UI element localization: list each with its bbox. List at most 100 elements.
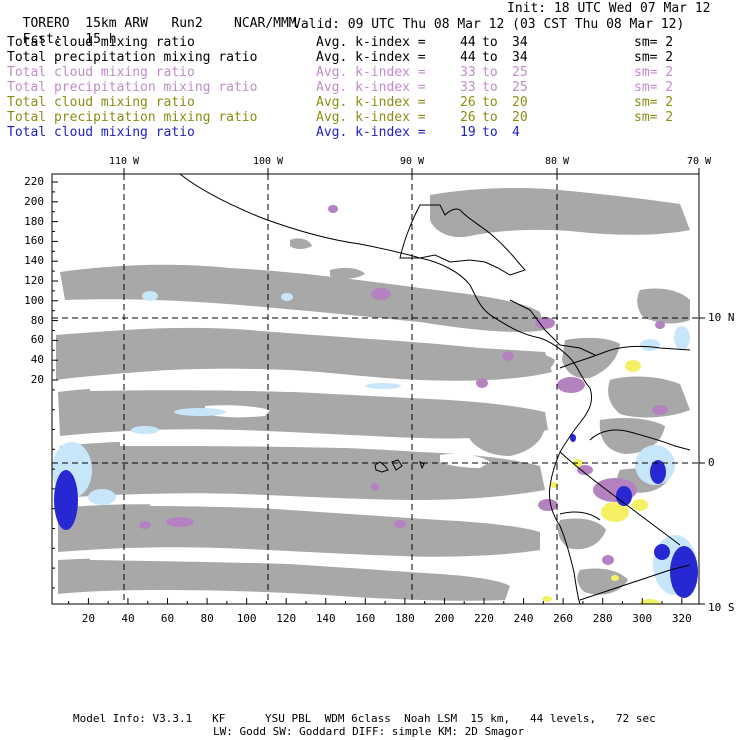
top-ticks bbox=[123, 168, 700, 174]
legend-k-max: 34 bbox=[512, 35, 528, 50]
legend-k-min: 44 bbox=[460, 35, 476, 50]
legend-k-min: 19 bbox=[460, 125, 476, 140]
legend-k-min: 33 bbox=[460, 80, 476, 95]
legend-to: to bbox=[482, 95, 498, 110]
legend-avg-label: Avg. k-index = bbox=[316, 50, 426, 65]
x-tick-label: 100 bbox=[236, 612, 257, 625]
x-tick-label: 300 bbox=[632, 612, 653, 625]
legend-avg-label: Avg. k-index = bbox=[316, 95, 426, 110]
legend-to: to bbox=[482, 35, 498, 50]
legend-smoothing: sm= 2 bbox=[634, 110, 674, 125]
lat-label-0: 0 bbox=[708, 456, 715, 469]
y-tick-label: 160 bbox=[24, 234, 44, 248]
legend-k-max: 25 bbox=[512, 65, 528, 80]
x-tick-label: 280 bbox=[592, 612, 613, 625]
y-tick-label: 60 bbox=[30, 333, 44, 347]
legend-smoothing: sm= 2 bbox=[634, 50, 674, 65]
legend-row: Total cloud mixing ratio Avg. k-index = 44… bbox=[7, 35, 707, 50]
lat-label-10n: 10 N bbox=[708, 311, 735, 324]
header-line-1: TORERO 15km ARW Run2 NCAR/MMM bbox=[7, 1, 297, 31]
x-tick-label: 240 bbox=[513, 612, 534, 625]
purple-k-index-areas bbox=[139, 205, 668, 565]
y-tick-label: 220 bbox=[24, 175, 44, 188]
clear-sky-gaps bbox=[90, 315, 490, 569]
legend-avg-label: Avg. k-index = bbox=[316, 65, 426, 80]
lon-label-70w: 70 W bbox=[686, 156, 712, 167]
legend-k-max: 20 bbox=[512, 95, 528, 110]
y-tick-label: 180 bbox=[24, 214, 44, 228]
lat-lon-grid bbox=[52, 174, 699, 604]
x-tick-label: 220 bbox=[474, 612, 494, 625]
bottom-ticks bbox=[68, 598, 683, 604]
valid-time: Valid: 09 UTC Thu 08 Mar 12 (03 CST Thu … bbox=[293, 17, 685, 32]
legend-name: Total precipitation mixing ratio bbox=[7, 50, 258, 65]
legend-row: Total cloud mixing ratio Avg. k-index = 26… bbox=[7, 95, 707, 110]
lon-label-90w: 90 W bbox=[399, 156, 425, 167]
right-ticks bbox=[699, 317, 705, 605]
y-tick-label: 20 bbox=[30, 373, 44, 386]
legend-to: to bbox=[482, 65, 498, 80]
x-tick-label: 80 bbox=[200, 612, 214, 625]
x-tick-label: 200 bbox=[434, 612, 455, 625]
forecast-label: Fcst: bbox=[22, 32, 62, 47]
legend-name: Total cloud mixing ratio bbox=[7, 95, 195, 110]
legend-smoothing: sm= 2 bbox=[634, 35, 674, 50]
cloud-fields bbox=[52, 174, 699, 604]
legend-avg-label: Avg. k-index = bbox=[316, 80, 426, 95]
lon-label-100w: 100 W bbox=[252, 156, 284, 167]
legend-avg-label: Avg. k-index = bbox=[316, 35, 426, 50]
legend-row: Total precipitation mixing ratio Avg. k-i… bbox=[7, 50, 707, 65]
legend-to: to bbox=[482, 80, 498, 95]
legend-to: to bbox=[482, 50, 498, 65]
legend-k-min: 33 bbox=[460, 65, 476, 80]
gray-cloud-field bbox=[56, 187, 690, 601]
blue-k-index-areas bbox=[54, 434, 698, 598]
legend-row: Total cloud mixing ratio Avg. k-index = 33… bbox=[7, 65, 707, 80]
y-tick-label: 200 bbox=[24, 194, 44, 208]
x-tick-label: 120 bbox=[276, 612, 297, 625]
plot-frame bbox=[51, 173, 700, 605]
legend-k-max: 4 bbox=[512, 125, 520, 140]
legend-smoothing: sm= 2 bbox=[634, 65, 674, 80]
legend-k-min: 26 bbox=[460, 95, 476, 110]
legend-row: Total cloud mixing ratio Avg. k-index = 19… bbox=[7, 125, 707, 140]
model-grid: 15km ARW bbox=[85, 16, 148, 31]
model-name: TORERO bbox=[22, 16, 70, 31]
coastlines bbox=[179, 174, 691, 604]
legend-name: Total cloud mixing ratio bbox=[7, 65, 195, 80]
legend-k-min: 44 bbox=[460, 50, 476, 65]
lat-label-10s: 10 S bbox=[708, 601, 735, 614]
y-tick-label: 80 bbox=[30, 313, 44, 327]
y-tick-label: 120 bbox=[24, 274, 44, 287]
legend-smoothing: sm= 2 bbox=[634, 95, 674, 110]
model-info-line-2: LW: Godd SW: Goddard DIFF: simple KM: 2D… bbox=[213, 725, 525, 738]
y-tick-label: 100 bbox=[24, 293, 44, 307]
legend-avg-label: Avg. k-index = bbox=[316, 110, 426, 125]
lon-label-110w: 110 W bbox=[108, 156, 140, 167]
legend-k-max: 20 bbox=[512, 110, 528, 125]
legend-k-max: 25 bbox=[512, 80, 528, 95]
legend-to: to bbox=[482, 110, 498, 125]
x-tick-label: 40 bbox=[121, 612, 135, 625]
x-tick-label: 160 bbox=[355, 612, 376, 625]
model-run: Run2 bbox=[171, 16, 203, 31]
x-tick-label: 320 bbox=[671, 612, 692, 625]
x-tick-label: 140 bbox=[315, 612, 336, 625]
legend-k-max: 34 bbox=[512, 50, 528, 65]
x-tick-label: 260 bbox=[553, 612, 574, 625]
legend-row: Total precipitation mixing ratio Avg. k-i… bbox=[7, 110, 707, 125]
legend-name: Total precipitation mixing ratio bbox=[7, 110, 258, 125]
forecast-hours: 15 h bbox=[85, 32, 117, 47]
yellow-k-index-areas bbox=[542, 360, 660, 604]
legend-row: Total precipitation mixing ratio Avg. k-i… bbox=[7, 80, 707, 95]
model-org: NCAR/MMM bbox=[234, 16, 297, 31]
model-info-line-1: Model Info: V3.3.1 KF YSU PBL WDM 6class… bbox=[73, 712, 656, 725]
x-tick-label: 60 bbox=[160, 612, 175, 625]
legend-smoothing: sm= 2 bbox=[634, 80, 674, 95]
y-tick-label: 140 bbox=[24, 254, 44, 268]
left-ticks bbox=[52, 181, 58, 589]
legend-name: Total cloud mixing ratio bbox=[7, 125, 195, 140]
legend-k-min: 26 bbox=[460, 110, 476, 125]
x-tick-label: 180 bbox=[394, 612, 415, 625]
